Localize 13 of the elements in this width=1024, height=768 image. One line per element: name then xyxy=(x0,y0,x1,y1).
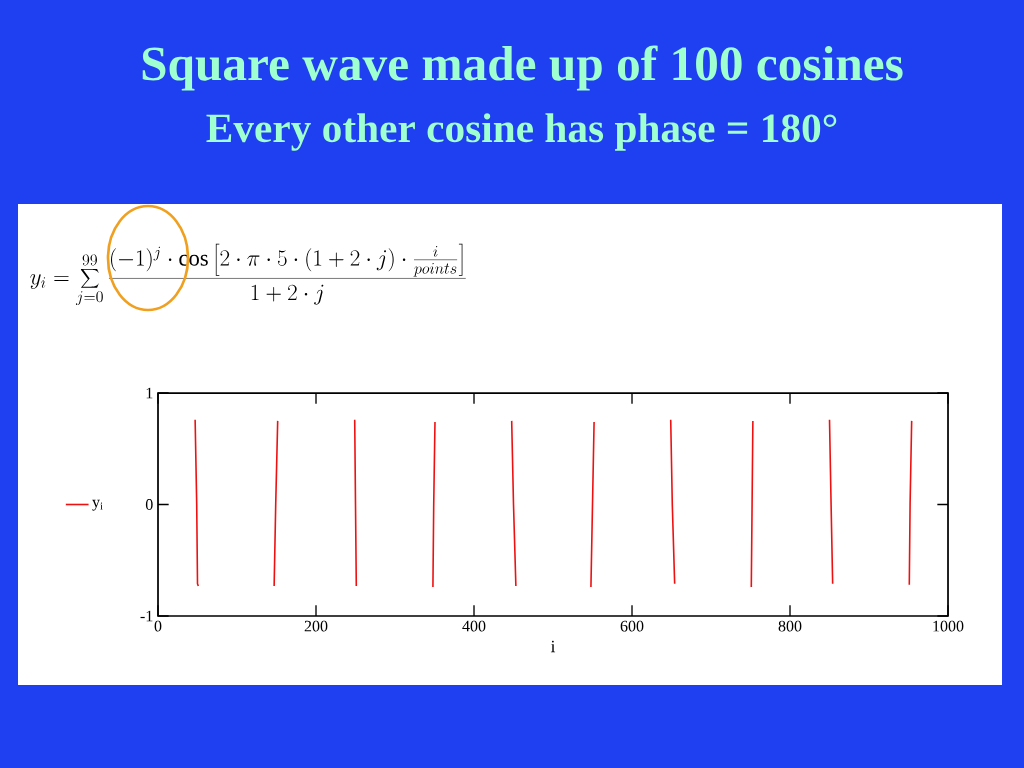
y-tick-label: 0 xyxy=(145,499,153,510)
x-tick-label: 600 xyxy=(620,620,644,632)
x-tick-label: 0 xyxy=(154,620,162,632)
chart-subtitle: Every other cosine has phase = 180° xyxy=(206,113,837,151)
y-tick-label: -1 xyxy=(140,610,153,622)
x-tick-label: 400 xyxy=(462,620,486,632)
y-tick-label: 1 xyxy=(146,387,153,399)
x-tick-label: 200 xyxy=(304,620,328,632)
chart-title: Square wave made up of 100 cosines xyxy=(142,45,903,91)
x-tick-label: 1000 xyxy=(933,620,964,632)
legend-label: y$_{i}$ xyxy=(92,499,103,511)
x-tick-label: 800 xyxy=(778,620,802,632)
x-axis-title: i xyxy=(550,640,556,653)
